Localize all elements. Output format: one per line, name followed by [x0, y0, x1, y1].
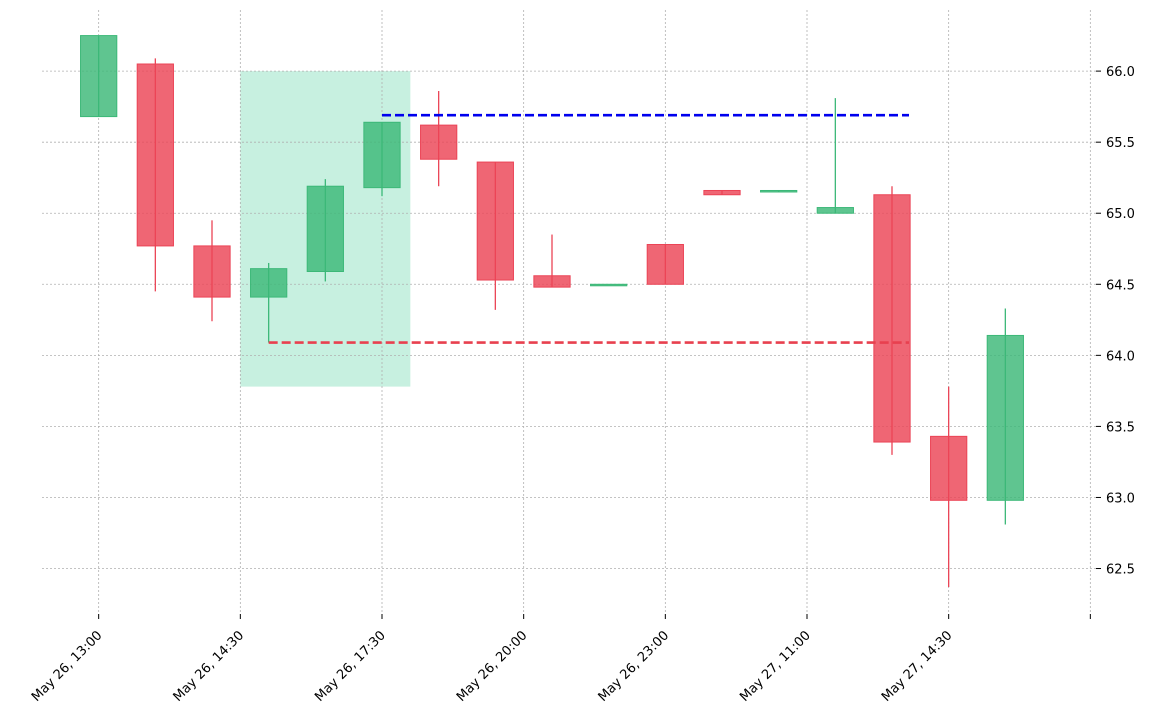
- y-tick-label: 63.0: [1106, 491, 1135, 506]
- y-tick-label: 62.5: [1106, 563, 1135, 578]
- candle-body: [306, 185, 344, 272]
- candle-body: [363, 121, 401, 189]
- candle-body: [590, 283, 628, 287]
- x-tick-label: May 26, 17:30: [312, 628, 389, 705]
- y-tick-label: 63.5: [1106, 420, 1135, 435]
- x-tick-label: May 26, 14:30: [171, 628, 248, 705]
- y-tick-label: 65.0: [1106, 207, 1135, 222]
- x-tick-label: May 26, 13:00: [29, 628, 106, 705]
- candle-body: [816, 207, 854, 214]
- candle-body: [533, 275, 571, 288]
- candle-body: [136, 63, 174, 247]
- candle-body: [193, 245, 231, 298]
- y-tick-label: 65.5: [1106, 136, 1135, 151]
- x-tick-label: May 26, 23:00: [596, 628, 673, 705]
- candle-body: [250, 268, 288, 298]
- candle-body: [930, 435, 968, 501]
- y-tick-label: 64.5: [1106, 278, 1135, 293]
- x-tick-label: May 27, 11:00: [737, 628, 814, 705]
- candle-body: [646, 243, 684, 285]
- candle-body: [986, 334, 1024, 501]
- candle-body: [80, 35, 118, 118]
- candle-body: [420, 124, 458, 160]
- candle-body: [873, 194, 911, 443]
- candle-body: [476, 161, 514, 281]
- y-tick-label: 64.0: [1106, 349, 1135, 364]
- x-tick-label: May 26, 20:00: [454, 628, 531, 705]
- x-tick-label: May 27, 14:30: [879, 628, 956, 705]
- y-tick-label: 66.0: [1106, 65, 1135, 80]
- candle-body: [703, 189, 741, 196]
- candle-body: [760, 189, 798, 193]
